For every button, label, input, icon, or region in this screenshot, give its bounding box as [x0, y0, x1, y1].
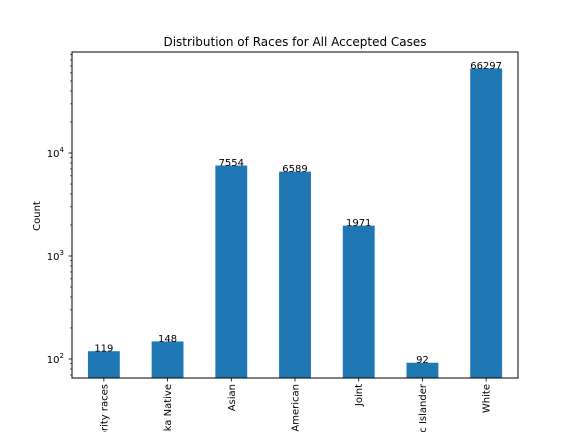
- y-tick-label: 104: [47, 146, 65, 160]
- x-tick-label: Joint: [354, 384, 365, 407]
- y-axis-label: Count: [32, 201, 43, 231]
- axes-frame: [71, 51, 519, 379]
- data-label: 7554: [219, 158, 244, 169]
- chart-title: Distribution of Races for All Accepted C…: [163, 35, 426, 49]
- bar: [279, 171, 311, 378]
- bar: [87, 351, 120, 378]
- data-label: 6589: [282, 164, 307, 175]
- x-tick-label-group: White: [482, 384, 493, 413]
- data-label: 92: [416, 355, 429, 366]
- x-tick-label: Native Hawaiian or Other Pacific Islande…: [418, 383, 429, 432]
- x-tick-label-group: Asian: [227, 384, 238, 411]
- bar: [151, 341, 184, 378]
- x-tick-label: Black or African American: [291, 384, 302, 432]
- x-tick-label: White: [482, 384, 493, 413]
- data-label: 1971: [346, 218, 371, 229]
- y-tick-label: 102: [47, 352, 64, 366]
- bar: [342, 225, 375, 378]
- x-tick-label: Asian: [227, 384, 238, 411]
- x-tick-label-group: Joint: [354, 384, 365, 407]
- plot-area: 119 2 or more minority races 148 American I…: [47, 54, 503, 432]
- bar: [470, 68, 503, 378]
- data-label: 66297: [470, 61, 502, 72]
- x-tick-label-group: American Indian or Alaska Native: [163, 384, 174, 432]
- data-label: 148: [158, 334, 177, 345]
- data-label: 119: [94, 344, 113, 355]
- bar: [406, 362, 439, 378]
- x-tick-label: 2 or more minority races: [99, 384, 110, 432]
- bar: [215, 165, 248, 378]
- y-tick-label: 103: [47, 249, 64, 263]
- x-tick-label: American Indian or Alaska Native: [163, 384, 174, 432]
- x-tick-label-group: 2 or more minority races: [99, 384, 110, 432]
- x-tick-label-group: Black or African American: [291, 384, 302, 432]
- x-tick-label-group: Native Hawaiian or Other Pacific Islande…: [418, 383, 429, 432]
